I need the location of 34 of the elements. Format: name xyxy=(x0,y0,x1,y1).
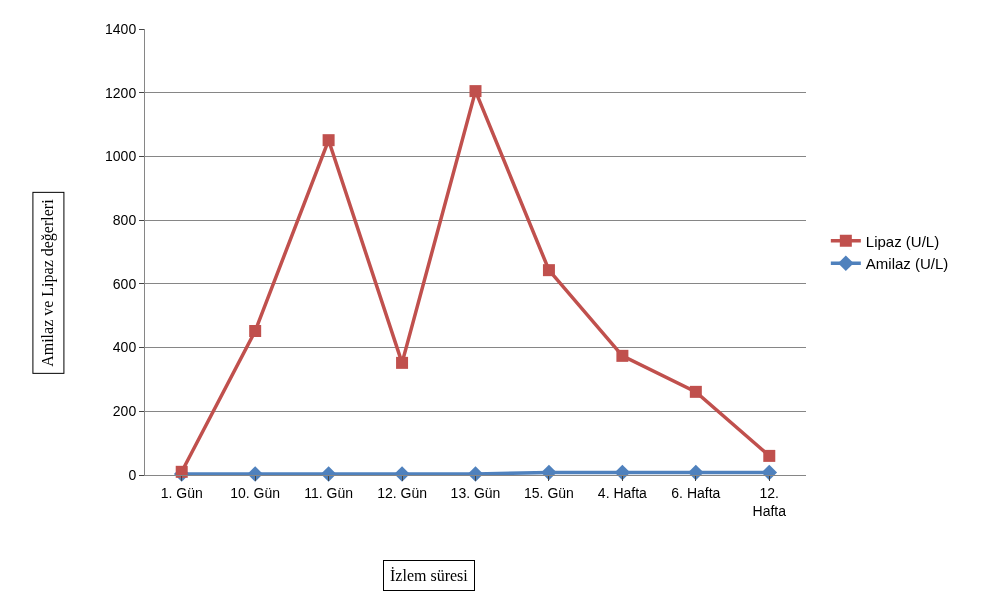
point xyxy=(541,464,557,481)
y-tick-label: 400 xyxy=(112,339,137,356)
point xyxy=(175,465,188,478)
x-tick-label: 6. Hafta xyxy=(671,484,721,501)
y-tick-label: 1400 xyxy=(105,20,137,37)
x-axis-title: İzlem süresi xyxy=(390,567,469,584)
x-tick-label: 15. Gün xyxy=(524,484,574,501)
legend-label: Amilaz (U/L) xyxy=(865,255,949,273)
y-axis-title: Amilaz ve Lipaz değerleri xyxy=(39,198,58,367)
x-tick-label: 4. Hafta xyxy=(597,484,648,501)
y-tick-label: 600 xyxy=(112,275,137,292)
x-tick-label: 10. Gün xyxy=(230,484,281,501)
x-tick-label: 11. Gün xyxy=(304,484,353,501)
point xyxy=(689,385,702,398)
point xyxy=(320,466,337,482)
y-tick-label: 1000 xyxy=(105,148,137,165)
point xyxy=(469,85,482,98)
x-tick-label: 13. Gün xyxy=(450,484,501,501)
point xyxy=(467,466,484,482)
legend-label: Lipaz (U/L) xyxy=(865,232,940,250)
point xyxy=(322,134,335,147)
y-tick-label: 200 xyxy=(112,403,137,420)
x-tick-label: 12. Hafta xyxy=(752,484,787,519)
point xyxy=(688,464,704,481)
point xyxy=(542,264,555,277)
x-tick-label: 12. Gün xyxy=(377,484,427,501)
point xyxy=(616,349,629,362)
point xyxy=(396,356,409,369)
y-tick-label: 800 xyxy=(112,212,137,229)
y-tick-label: 0 xyxy=(128,466,137,483)
point xyxy=(763,449,776,462)
x-tick-label: 1. Gün xyxy=(160,484,203,501)
y-tick-label: 1200 xyxy=(105,84,137,101)
point xyxy=(249,325,262,338)
